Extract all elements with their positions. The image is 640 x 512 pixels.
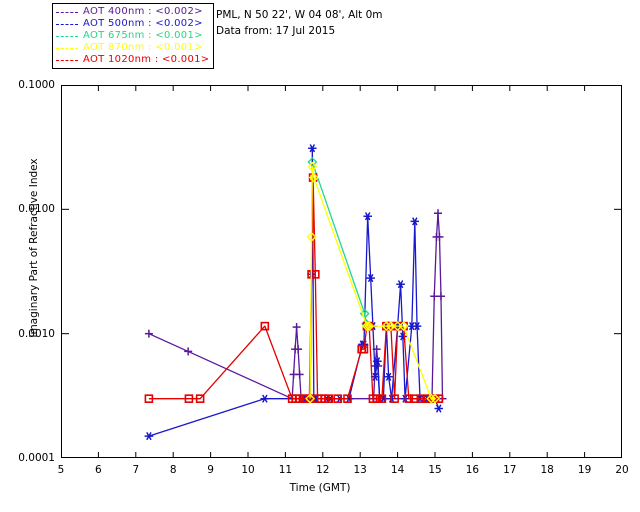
x-tick-label: 12 xyxy=(316,464,330,476)
plot-canvas xyxy=(61,85,622,458)
legend-item-400nm: AOT 400nm : <0.002> xyxy=(56,6,209,18)
x-tick-label: 11 xyxy=(278,464,293,476)
y-tick-label: 0.0100 xyxy=(18,203,55,216)
plot-frame xyxy=(61,85,622,458)
x-tick-label: 17 xyxy=(503,464,517,476)
x-tick-label: 6 xyxy=(95,464,102,476)
y-axis-label: Imaginary Part of Refractive Index xyxy=(28,158,40,338)
x-axis-label: Time (GMT) xyxy=(289,482,351,494)
legend-item-675nm: AOT 675nm : <0.001> xyxy=(56,30,209,42)
axis-ticks xyxy=(61,85,622,458)
x-tick-label: 9 xyxy=(207,464,214,476)
series-aot-675nm-0-001- xyxy=(307,157,372,329)
legend-line-icon xyxy=(56,23,78,25)
legend-label: AOT 400nm : <0.002> xyxy=(83,6,203,17)
legend-item-1020nm: AOT 1020nm : <0.001> xyxy=(56,54,209,66)
legend-line-icon xyxy=(56,59,78,61)
legend-line-icon xyxy=(56,47,78,49)
legend-label: AOT 675nm : <0.001> xyxy=(83,30,203,41)
y-tick-label: 0.1000 xyxy=(18,79,55,91)
header-date: Data from: 17 Jul 2015 xyxy=(216,25,336,37)
legend-line-icon xyxy=(56,11,78,13)
series-aot-870nm-0-001- xyxy=(305,161,440,404)
legend: AOT 400nm : <0.002> AOT 500nm : <0.002> AO… xyxy=(52,3,215,69)
y-tick-label: 0.0010 xyxy=(18,327,55,340)
x-tick-label: 5 xyxy=(57,464,65,476)
x-tick-label: 7 xyxy=(132,464,140,476)
legend-label: AOT 1020nm : <0.001> xyxy=(83,54,210,65)
legend-label: AOT 500nm : <0.002> xyxy=(83,18,203,29)
x-tick-label: 13 xyxy=(353,464,367,476)
x-tick-label: 15 xyxy=(428,464,442,476)
x-tick-label: 14 xyxy=(390,464,405,476)
x-tick-label: 8 xyxy=(169,464,177,476)
legend-line-icon xyxy=(56,35,78,37)
x-tick-label: 16 xyxy=(465,464,480,476)
x-tick-label: 20 xyxy=(615,464,629,476)
header-text: PML, N 50 22', W 04 08', Alt 0m Data fro… xyxy=(216,7,383,39)
legend-item-870nm: AOT 870nm : <0.001> xyxy=(56,42,209,54)
y-tick-label: 0.0001 xyxy=(18,452,55,464)
legend-item-500nm: AOT 500nm : <0.002> xyxy=(56,18,209,30)
x-tick-label: 18 xyxy=(540,464,554,476)
legend-label: AOT 870nm : <0.001> xyxy=(83,42,203,53)
x-tick-label: 10 xyxy=(241,464,255,476)
header-location: PML, N 50 22', W 04 08', Alt 0m xyxy=(216,9,383,21)
x-tick-label: 19 xyxy=(577,464,592,476)
